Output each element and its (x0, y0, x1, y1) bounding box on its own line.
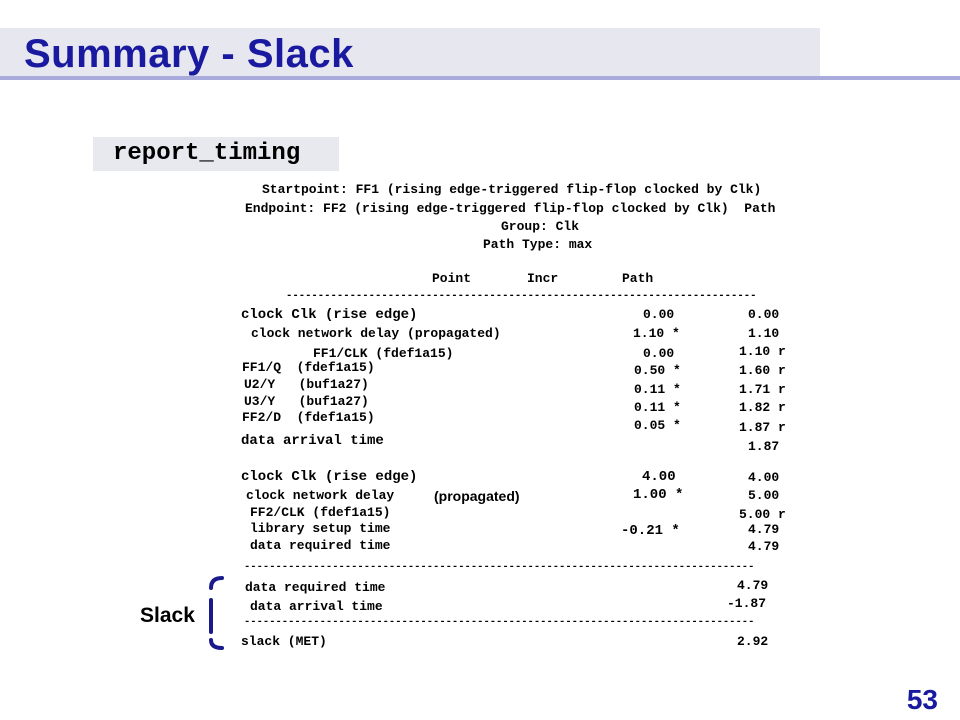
slide-title: Summary - Slack (24, 32, 354, 76)
arrival-clock-label: clock Clk (rise edge) (241, 307, 418, 323)
required-setup-incr: -0.21 * (621, 523, 680, 539)
summary-arrival-value: -1.87 (727, 596, 767, 611)
summary-required-value: 4.79 (737, 578, 769, 593)
arrival-ff1-clk-incr: 0.00 (643, 346, 675, 361)
title-underline (820, 76, 960, 80)
arrival-ff1-clk-path: 1.10 r (739, 344, 786, 359)
required-ff2-clk-path: 5.00 r (739, 507, 786, 522)
arrival-u2-label: U2/Y (buf1a27) (244, 377, 369, 392)
arrival-ff2-d-incr: 0.05 * (634, 418, 681, 433)
column-header-path: Path (622, 271, 654, 286)
column-header-point: Point (432, 271, 472, 286)
required-network-path: 5.00 (748, 488, 780, 503)
arrival-ff1-q-incr: 0.50 * (634, 363, 681, 378)
bracket-icon (209, 576, 224, 650)
arrival-clock-path: 0.00 (748, 307, 780, 322)
required-network-incr: 1.00 * (633, 487, 684, 503)
required-network-label: clock network delay (246, 488, 395, 503)
command-box (93, 137, 339, 171)
divider-line: ----------------------------------------… (244, 561, 755, 573)
required-clock-incr: 4.00 (642, 469, 676, 485)
divider-line: ----------------------------------------… (286, 290, 757, 302)
required-clock-path: 4.00 (748, 470, 780, 485)
arrival-network-incr: 1.10 * (633, 326, 680, 341)
arrival-network-path: 1.10 (748, 326, 780, 341)
arrival-time-label: data arrival time (241, 433, 384, 449)
required-time-label: data required time (250, 538, 391, 553)
required-ff2-clk-label: FF2/CLK (fdef1a15) (250, 505, 391, 520)
required-network-label-suffix: (propagated) (434, 488, 520, 504)
arrival-u2-path: 1.71 r (739, 382, 786, 397)
command-text: report_timing (113, 140, 301, 167)
arrival-u3-path: 1.82 r (739, 400, 786, 415)
title-bar (0, 28, 820, 80)
slack-label-line: slack (MET) (241, 634, 327, 649)
arrival-network-label: clock network delay (propagated) (251, 326, 501, 341)
required-setup-path: 4.79 (748, 522, 780, 537)
column-header-incr: Incr (527, 271, 559, 286)
slack-value: 2.92 (737, 634, 769, 649)
arrival-u3-label: U3/Y (buf1a27) (244, 394, 369, 409)
arrival-ff1-q-path: 1.60 r (739, 363, 786, 378)
arrival-ff2-d-path: 1.87 r (739, 420, 786, 435)
summary-required-label: data required time (245, 580, 386, 595)
divider-line: ----------------------------------------… (244, 616, 755, 628)
slack-callout-label: Slack (140, 604, 195, 627)
page-number: 53 (906, 684, 938, 715)
report-endpoint: Endpoint: FF2 (rising edge-triggered fli… (245, 201, 776, 216)
arrival-u2-incr: 0.11 * (634, 382, 681, 397)
arrival-ff2-d-label: FF2/D (fdef1a15) (242, 410, 375, 425)
report-startpoint: Startpoint: FF1 (rising edge-triggered f… (262, 182, 762, 197)
required-time-value: 4.79 (748, 539, 780, 554)
arrival-clock-incr: 0.00 (643, 307, 675, 322)
arrival-u3-incr: 0.11 * (634, 400, 681, 415)
arrival-ff1-q-label: FF1/Q (fdef1a15) (242, 360, 375, 375)
arrival-time-value: 1.87 (748, 439, 780, 454)
required-clock-label: clock Clk (rise edge) (241, 469, 418, 485)
summary-arrival-label: data arrival time (250, 599, 383, 614)
report-path-group: Group: Clk (501, 219, 580, 234)
required-setup-label: library setup time (250, 521, 391, 536)
arrival-ff1-clk-label: FF1/CLK (fdef1a15) (313, 346, 454, 361)
report-path-type: Path Type: max (483, 237, 593, 252)
